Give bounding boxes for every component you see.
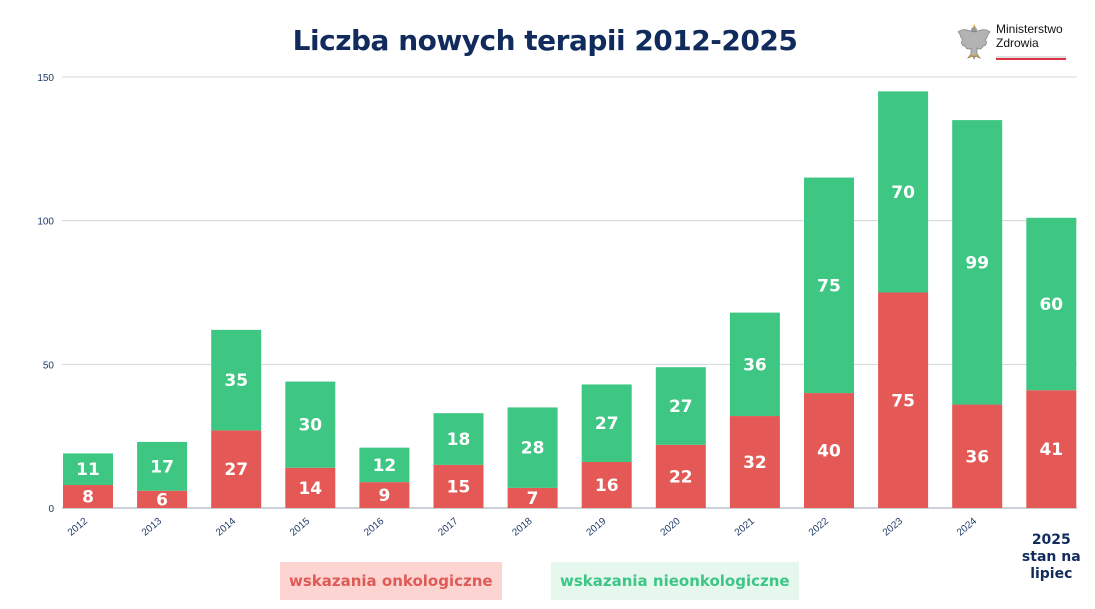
bar-nononcology — [137, 441, 188, 491]
bar-oncology — [878, 292, 929, 508]
data-label-nononcology: 18 — [447, 430, 471, 450]
x-tick-label: 2017 — [436, 516, 460, 539]
data-label-nononcology: 28 — [521, 439, 545, 459]
bar-nononcology — [581, 384, 632, 463]
data-label-oncology: 6 — [156, 490, 168, 510]
x-tick-label: 2020 — [659, 516, 683, 539]
bar-nononcology — [878, 91, 929, 293]
bar-oncology — [952, 404, 1003, 508]
bar-oncology — [507, 487, 558, 508]
chart-title: Liczba nowych terapii 2012-2025 — [292, 24, 798, 57]
x-tick-label: 2024 — [955, 516, 979, 539]
data-label-oncology: 75 — [891, 391, 915, 411]
x-tick-label: 2022 — [807, 516, 831, 539]
eagle-emblem-icon — [957, 24, 991, 60]
x-tick-label: lipiec — [1030, 566, 1072, 582]
bar-nononcology — [655, 367, 706, 445]
data-label-oncology: 8 — [82, 488, 94, 508]
x-tick-label: 2013 — [140, 516, 164, 539]
logo-line-1: Ministerstwo — [996, 22, 1063, 36]
bar-nononcology — [285, 381, 336, 468]
bar-nononcology — [952, 120, 1003, 405]
y-tick-label: 0 — [48, 504, 54, 515]
bar-oncology — [63, 485, 113, 508]
data-label-nononcology: 36 — [743, 355, 767, 375]
bar-oncology — [359, 482, 410, 508]
data-label-nononcology: 11 — [76, 460, 100, 480]
bar-oncology — [655, 444, 706, 508]
x-tick-label: 2023 — [881, 516, 905, 539]
bar-nononcology — [359, 447, 410, 483]
x-tick-label: 2025 — [1032, 532, 1071, 548]
x-tick-label: 2012 — [66, 516, 90, 539]
bar-nononcology — [63, 453, 113, 486]
bar-nononcology — [804, 177, 854, 394]
bar-oncology — [211, 430, 262, 508]
data-label-nononcology: 27 — [595, 414, 619, 434]
data-label-oncology: 16 — [595, 476, 619, 496]
x-tick-label: 2018 — [510, 516, 534, 539]
data-label-nononcology: 35 — [224, 371, 248, 391]
bar-oncology — [433, 464, 484, 508]
logo-rule-white — [996, 56, 1066, 58]
data-label-oncology: 36 — [965, 447, 989, 467]
data-label-oncology: 22 — [669, 467, 693, 487]
data-label-oncology: 14 — [298, 479, 322, 499]
logo-rule-red — [996, 58, 1066, 60]
bar-oncology — [804, 393, 854, 508]
bar-oncology — [137, 490, 188, 508]
bar-oncology — [1026, 390, 1077, 508]
data-label-nononcology: 30 — [298, 416, 322, 436]
y-tick-label: 150 — [37, 73, 54, 84]
x-tick-label: 2016 — [362, 516, 386, 539]
x-tick-label: 2015 — [288, 516, 312, 539]
bar-nononcology — [433, 413, 484, 465]
bar-oncology — [729, 416, 780, 508]
x-tick-label: 2019 — [585, 516, 609, 539]
ministry-logo: Ministerstwo Zdrowia — [954, 18, 1074, 64]
data-label-oncology: 15 — [447, 477, 471, 497]
y-tick-label: 50 — [43, 360, 55, 371]
logo-line-2: Zdrowia — [996, 36, 1039, 50]
bar-nononcology — [729, 312, 780, 417]
x-tick-label: 2021 — [733, 516, 757, 539]
data-label-nononcology: 27 — [669, 397, 693, 417]
data-label-nononcology: 12 — [373, 456, 397, 476]
x-tick-label: 2014 — [214, 516, 238, 539]
data-label-oncology: 7 — [527, 489, 539, 509]
data-label-nononcology: 60 — [1039, 295, 1063, 315]
data-label-oncology: 32 — [743, 453, 767, 473]
data-label-nononcology: 17 — [150, 457, 174, 477]
data-label-nononcology: 75 — [817, 276, 841, 296]
data-label-oncology: 27 — [224, 460, 248, 480]
data-label-nononcology: 99 — [965, 253, 989, 273]
data-label-nononcology: 70 — [891, 183, 915, 203]
bar-nononcology — [211, 329, 262, 431]
bar-oncology — [581, 462, 632, 508]
data-label-oncology: 9 — [378, 486, 390, 506]
data-label-oncology: 41 — [1039, 440, 1063, 460]
bar-nononcology — [507, 407, 558, 488]
legend-nononcology: wskazania nieonkologiczne — [551, 562, 799, 600]
data-label-oncology: 40 — [817, 442, 841, 462]
y-tick-label: 100 — [37, 217, 54, 228]
bar-nononcology — [1026, 217, 1077, 391]
x-tick-label: stan na — [1022, 549, 1081, 565]
bar-oncology — [285, 467, 336, 508]
legend-oncology: wskazania onkologiczne — [280, 562, 502, 600]
